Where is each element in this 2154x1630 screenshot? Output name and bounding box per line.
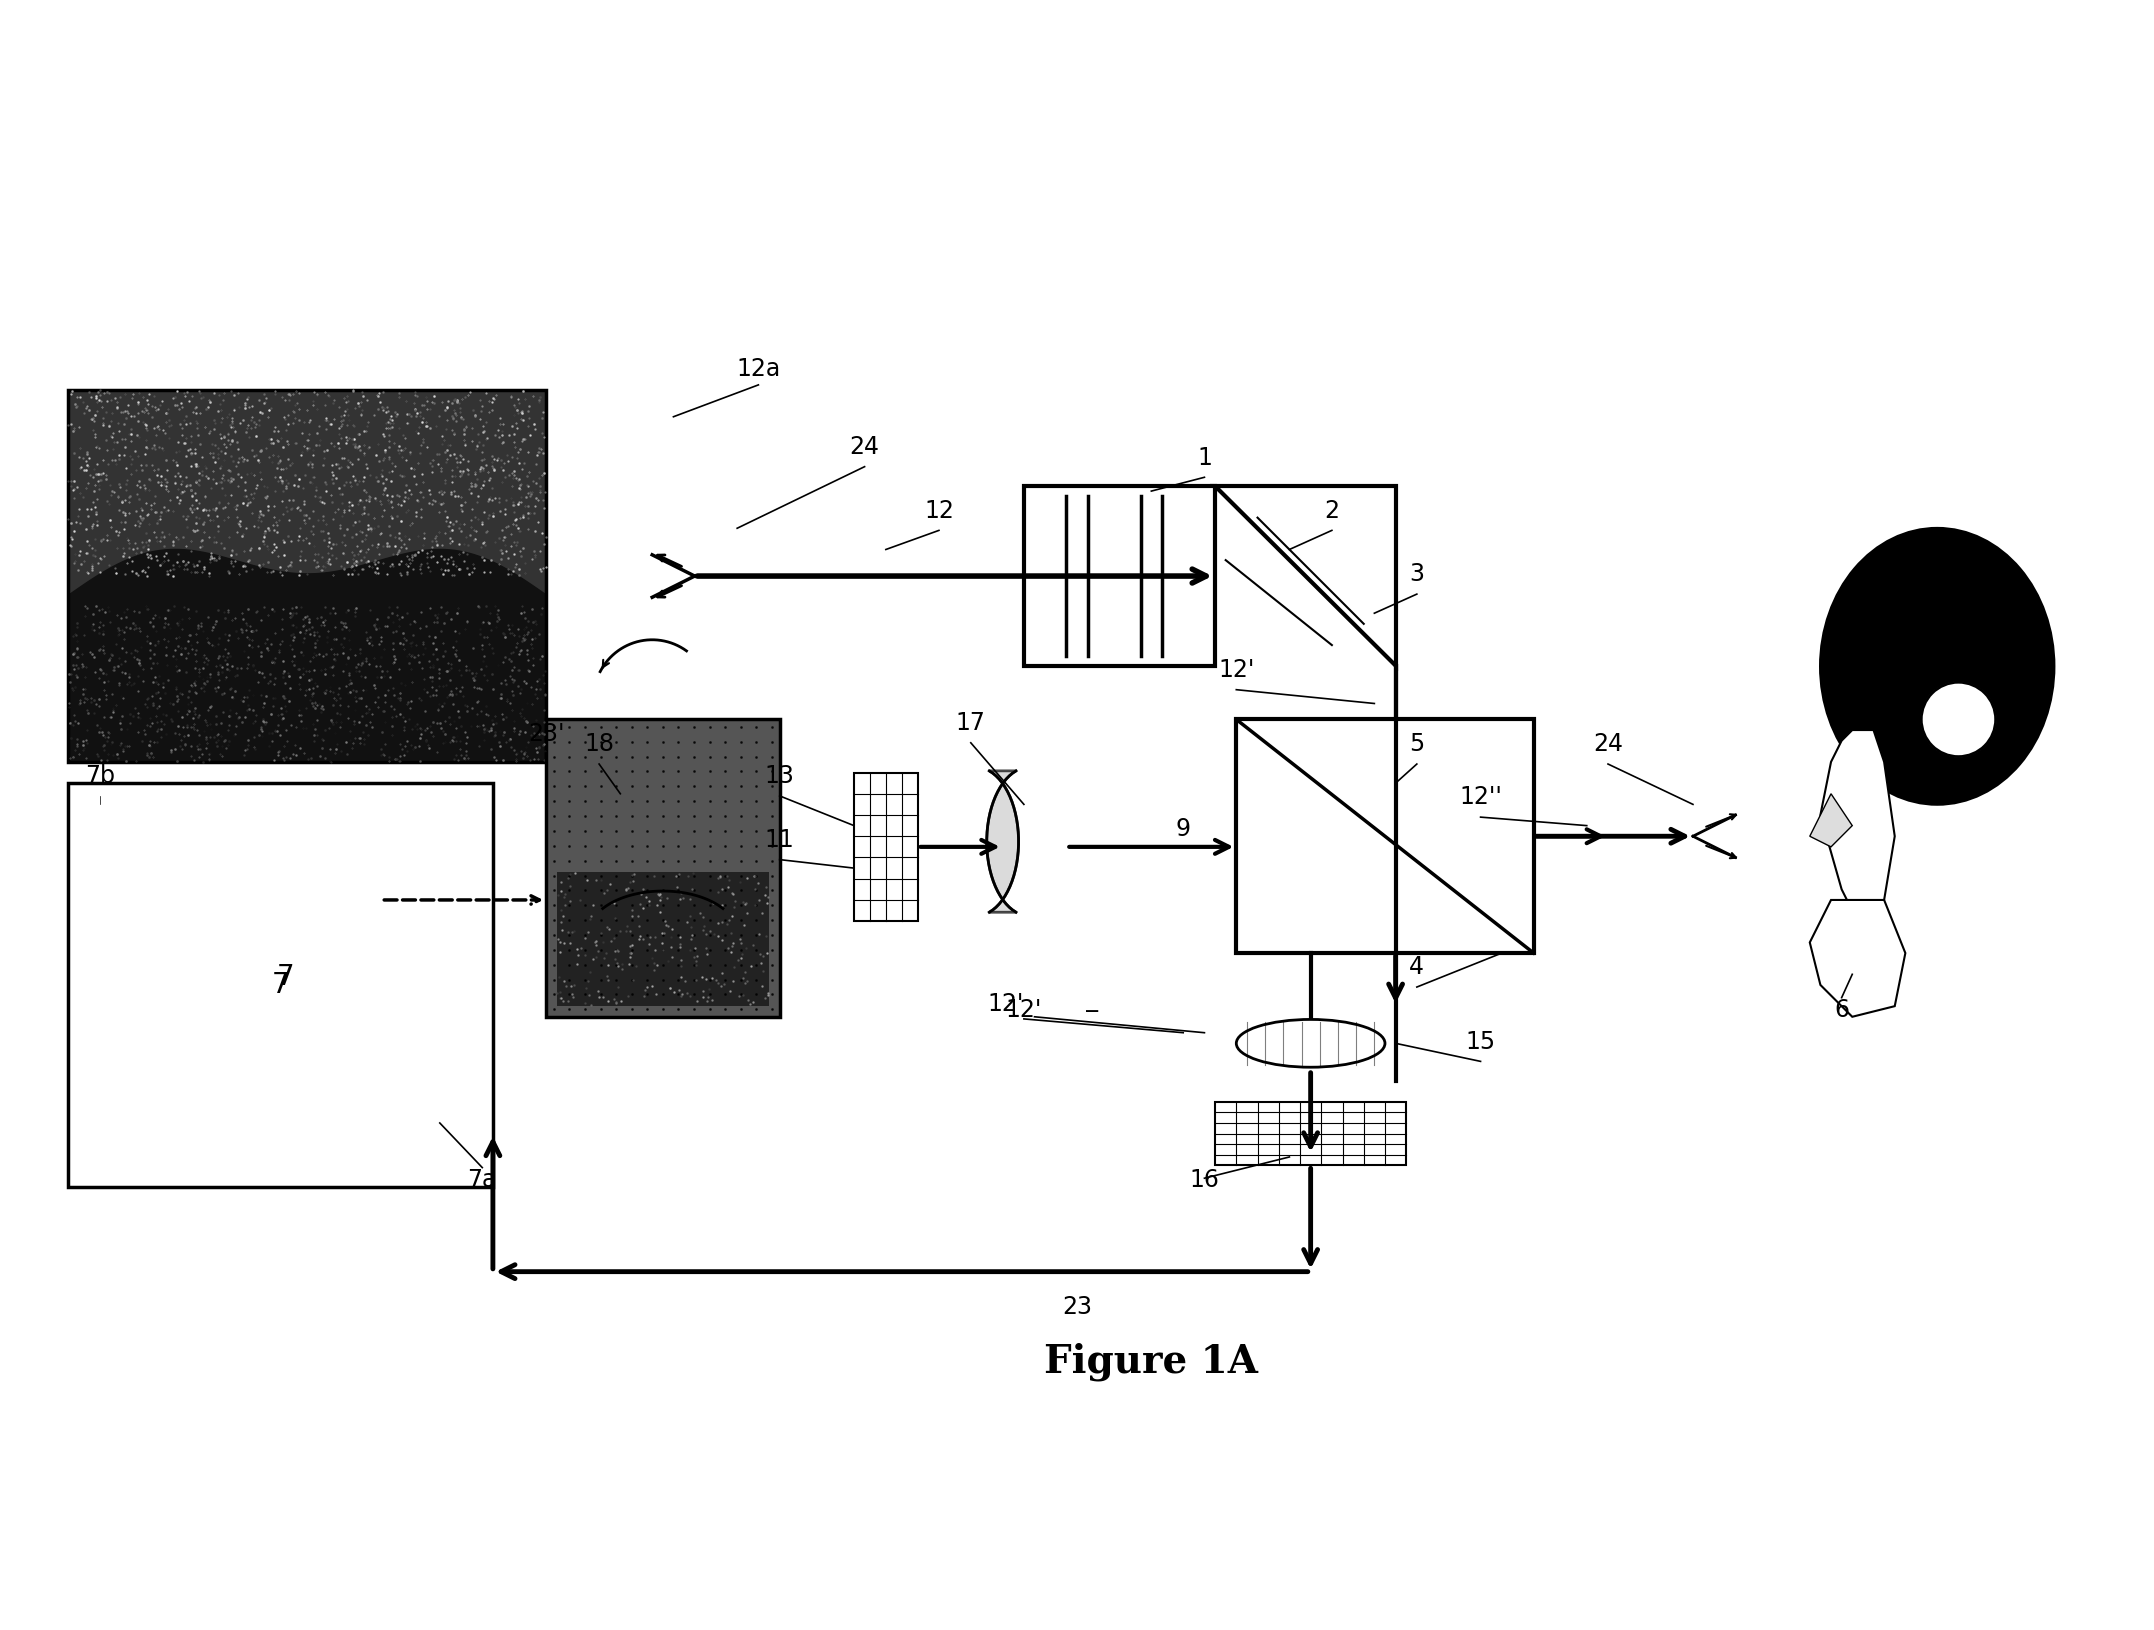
Bar xyxy=(1236,719,1534,954)
Text: 7b: 7b xyxy=(84,764,114,789)
Text: 2: 2 xyxy=(1325,499,1340,523)
Text: 13: 13 xyxy=(765,764,795,789)
Text: 15: 15 xyxy=(1465,1030,1495,1053)
Text: 18: 18 xyxy=(584,732,614,756)
Text: 4: 4 xyxy=(1409,955,1424,980)
Text: 1: 1 xyxy=(1198,445,1213,469)
Bar xyxy=(556,872,769,1006)
Text: 12: 12 xyxy=(924,499,954,523)
Bar xyxy=(545,719,780,1017)
Polygon shape xyxy=(1809,900,1906,1017)
Polygon shape xyxy=(1820,730,1896,932)
Bar xyxy=(69,390,545,761)
Text: 12': 12' xyxy=(987,993,1023,1017)
Text: 12': 12' xyxy=(1006,998,1043,1022)
Circle shape xyxy=(1921,683,1995,756)
Text: 24: 24 xyxy=(849,435,879,460)
Text: 7: 7 xyxy=(271,971,289,999)
Bar xyxy=(1023,486,1215,667)
Ellipse shape xyxy=(1820,528,2055,804)
Text: 11: 11 xyxy=(765,828,795,852)
Polygon shape xyxy=(1215,486,1396,667)
Text: 16: 16 xyxy=(1189,1167,1219,1192)
Bar xyxy=(1215,1102,1407,1165)
Text: 12'': 12'' xyxy=(1458,786,1501,810)
Text: Figure 1A: Figure 1A xyxy=(1045,1343,1258,1381)
Text: 5: 5 xyxy=(1409,732,1424,756)
Text: 23: 23 xyxy=(1062,1296,1092,1319)
Text: 7: 7 xyxy=(278,963,295,991)
Text: 23': 23' xyxy=(528,722,564,745)
Text: 20: 20 xyxy=(1911,530,1941,554)
Text: 17: 17 xyxy=(956,711,987,735)
Text: 12a: 12a xyxy=(737,357,780,381)
Text: 6: 6 xyxy=(1835,998,1848,1022)
Text: 9: 9 xyxy=(1176,817,1191,841)
Text: 7a: 7a xyxy=(467,1167,498,1192)
Text: 3: 3 xyxy=(1409,562,1424,587)
Bar xyxy=(69,390,545,761)
Bar xyxy=(545,719,780,1017)
Ellipse shape xyxy=(1236,1019,1385,1068)
Polygon shape xyxy=(1809,794,1852,848)
Polygon shape xyxy=(987,771,1019,913)
Bar xyxy=(853,773,918,921)
Text: 12': 12' xyxy=(1219,659,1254,681)
Text: 24: 24 xyxy=(1594,732,1622,756)
Bar xyxy=(69,782,493,1187)
